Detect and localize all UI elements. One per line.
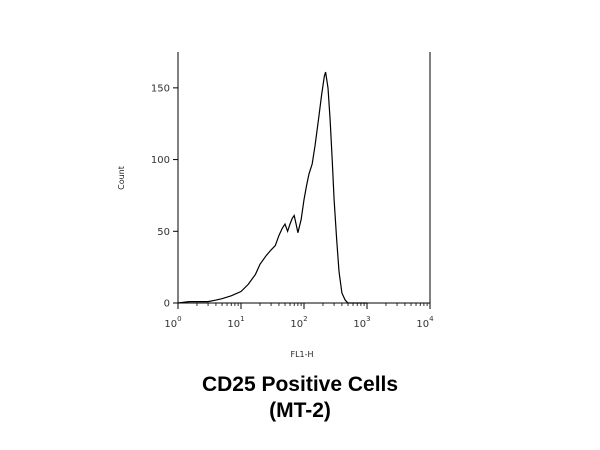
x-tick-base: 10 — [227, 319, 240, 330]
x-tick-exponent: 1 — [240, 315, 244, 323]
x-tick-exponent: 4 — [429, 315, 434, 323]
y-tick-label: 0 — [164, 299, 170, 310]
x-tick-label: 103 — [353, 315, 370, 330]
x-tick-label: 104 — [416, 315, 434, 330]
x-tick-base: 10 — [353, 319, 366, 330]
caption-subtitle: (MT-2) — [269, 399, 331, 422]
x-axis-title: FL1-H — [290, 350, 313, 359]
x-tick-label: 102 — [290, 315, 307, 330]
caption-title: CD25 Positive Cells — [201, 373, 399, 396]
y-tick-label: 100 — [151, 155, 170, 166]
histogram-series-line — [177, 71, 367, 304]
x-tick-exponent: 0 — [177, 315, 181, 323]
x-tick-base: 10 — [164, 319, 177, 330]
y-ticks: 0 50 100 150 — [151, 83, 178, 310]
x-tick-base: 10 — [290, 319, 303, 330]
x-tick-exponent: 3 — [366, 315, 370, 323]
x-tick-base: 10 — [416, 319, 429, 330]
x-minor-ticks — [196, 303, 428, 306]
x-tick-label: 101 — [227, 315, 244, 330]
x-ticks: 100 101 102 103 104 — [164, 303, 434, 330]
y-tick-label: 150 — [151, 83, 170, 94]
y-axis-title: Count — [117, 166, 126, 190]
y-tick-label: 50 — [157, 227, 170, 238]
plot-frame — [177, 52, 431, 304]
x-tick-label: 100 — [164, 315, 181, 330]
x-tick-exponent: 2 — [303, 315, 307, 323]
